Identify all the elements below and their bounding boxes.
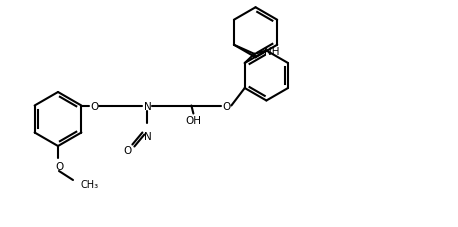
Text: NH: NH xyxy=(264,47,280,57)
Text: OH: OH xyxy=(185,115,202,125)
Text: CH₃: CH₃ xyxy=(80,179,98,189)
Text: N: N xyxy=(143,101,151,111)
Text: O: O xyxy=(222,101,230,111)
Text: O: O xyxy=(55,161,63,171)
Text: O: O xyxy=(90,101,98,111)
Text: O: O xyxy=(123,146,131,156)
Text: N: N xyxy=(143,131,151,141)
